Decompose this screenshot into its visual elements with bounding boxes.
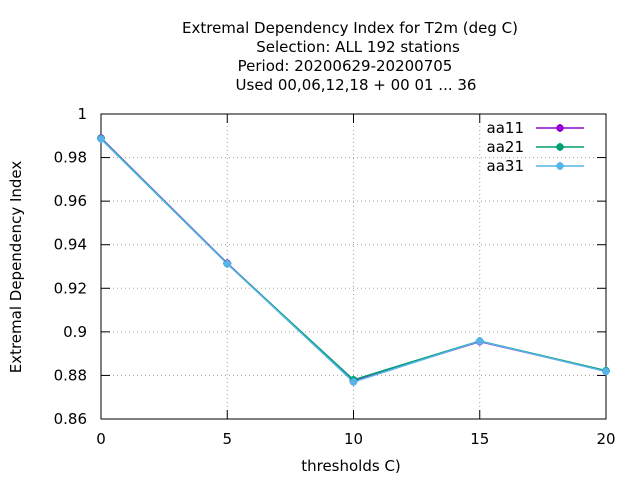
point-aa31-1: [223, 259, 232, 268]
y-axis-label: Extremal Dependency Index: [7, 161, 25, 374]
y-tick-label-1: 0.88: [54, 366, 87, 384]
point-aa31-2: [349, 377, 358, 386]
legend-label-aa31: aa31: [487, 157, 524, 175]
y-tick-label-5: 0.96: [54, 192, 87, 210]
y-tick-label-6: 0.98: [54, 149, 87, 167]
point-aa31-3: [475, 337, 484, 346]
title-line-1: Extremal Dependency Index for T2m (deg C…: [182, 19, 518, 37]
x-tick-label-1: 5: [222, 430, 232, 448]
legend-marker-aa31: [556, 162, 564, 170]
series-points: [97, 133, 610, 386]
legend-marker-aa21: [556, 143, 564, 151]
title-line-3: Period: 20200629-20200705: [238, 57, 453, 75]
title-line-2: Selection: ALL 192 stations: [256, 38, 460, 56]
point-aa31-4: [602, 367, 610, 376]
y-tick-label-4: 0.94: [54, 236, 87, 254]
x-tick-label-3: 15: [470, 430, 489, 448]
grid-lines: [101, 114, 606, 419]
x-axis-label: thresholds C): [301, 457, 401, 475]
y-tick-label-2: 0.9: [63, 323, 87, 341]
chart-title: Extremal Dependency Index for T2m (deg C…: [182, 19, 518, 94]
y-tick-label-7: 1: [77, 105, 87, 123]
legend-label-aa11: aa11: [487, 119, 524, 137]
series-line-aa31: [100, 138, 607, 383]
legend-label-aa21: aa21: [487, 138, 524, 156]
x-tick-label-0: 0: [96, 430, 106, 448]
y-tick-label-3: 0.92: [54, 279, 87, 297]
point-aa31-0: [97, 135, 105, 144]
plot-border: [100, 113, 607, 420]
title-line-4: Used 00,06,12,18 + 00 01 ... 36: [236, 76, 477, 94]
y-tick-label-0: 0.86: [54, 410, 87, 428]
legend-marker-aa11: [556, 124, 564, 132]
x-tick-label-2: 10: [344, 430, 363, 448]
x-tick-label-4: 20: [596, 430, 615, 448]
tick-labels: 0 5 10 15 20 0.86 0.88 0.9 0.92 0.94 0.96 0.98 1: [54, 105, 616, 448]
